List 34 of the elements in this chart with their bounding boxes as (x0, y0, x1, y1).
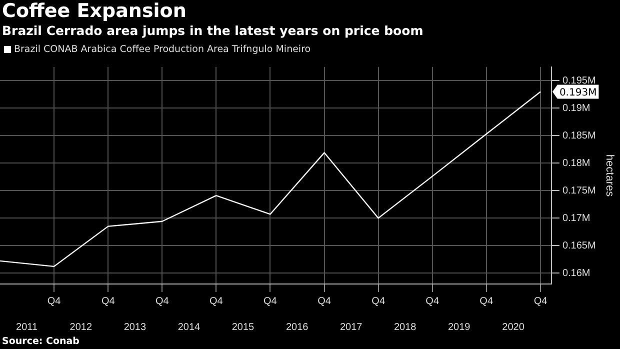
x-tick-label: Q4 (426, 296, 440, 307)
x-tick-label: Q4 (209, 296, 224, 307)
x2-tick-label: 2019 (448, 322, 471, 333)
y-tick-label: 0.18M (562, 158, 590, 169)
x-tick-label: Q4 (155, 296, 170, 307)
legend-label: Brazil CONAB Arabica Coffee Production Area Trifngulo Mineiro (14, 44, 311, 55)
x-tick-label: Q4 (264, 296, 278, 307)
x-tick-label: Q4 (318, 296, 332, 307)
x2-tick-label: 2017 (340, 322, 363, 333)
x-tick-label: Q4 (47, 296, 62, 307)
x-tick-label: Q4 (372, 296, 386, 307)
x2-tick-label: 2015 (232, 322, 255, 333)
x-tick-label: Q4 (534, 296, 548, 307)
x2-tick-label: 2013 (124, 322, 146, 333)
x-tick-label: Q4 (480, 296, 494, 307)
data-label: 0.193M (559, 87, 597, 98)
x2-tick-label: 2012 (70, 322, 92, 333)
x2-tick-label: 2018 (394, 322, 417, 333)
y-tick-label: 0.17M (562, 212, 590, 224)
source-note: Source: Conab (2, 336, 80, 347)
x2-tick-label: 2020 (502, 322, 525, 333)
x2-tick-label: 2014 (178, 322, 201, 333)
y-tick-label: 0.165M (562, 240, 596, 252)
y-tick-label: 0.19M (562, 102, 590, 114)
x2-tick-label: 2011 (16, 322, 38, 333)
x2-tick-label: 2016 (286, 322, 309, 333)
y-tick-label: 0.175M (562, 185, 596, 196)
chart-subtitle: Brazil Cerrado area jumps in the latest years on price boom (2, 23, 424, 38)
y-axis-title: hectares (603, 154, 616, 198)
y-tick-label: 0.185M (562, 130, 596, 142)
y-tick-label: 0.16M (562, 268, 590, 279)
y-tick-label: 0.195M (562, 75, 596, 86)
x-tick-label: Q4 (101, 296, 116, 307)
chart-title: Coffee Expansion (2, 0, 186, 22)
